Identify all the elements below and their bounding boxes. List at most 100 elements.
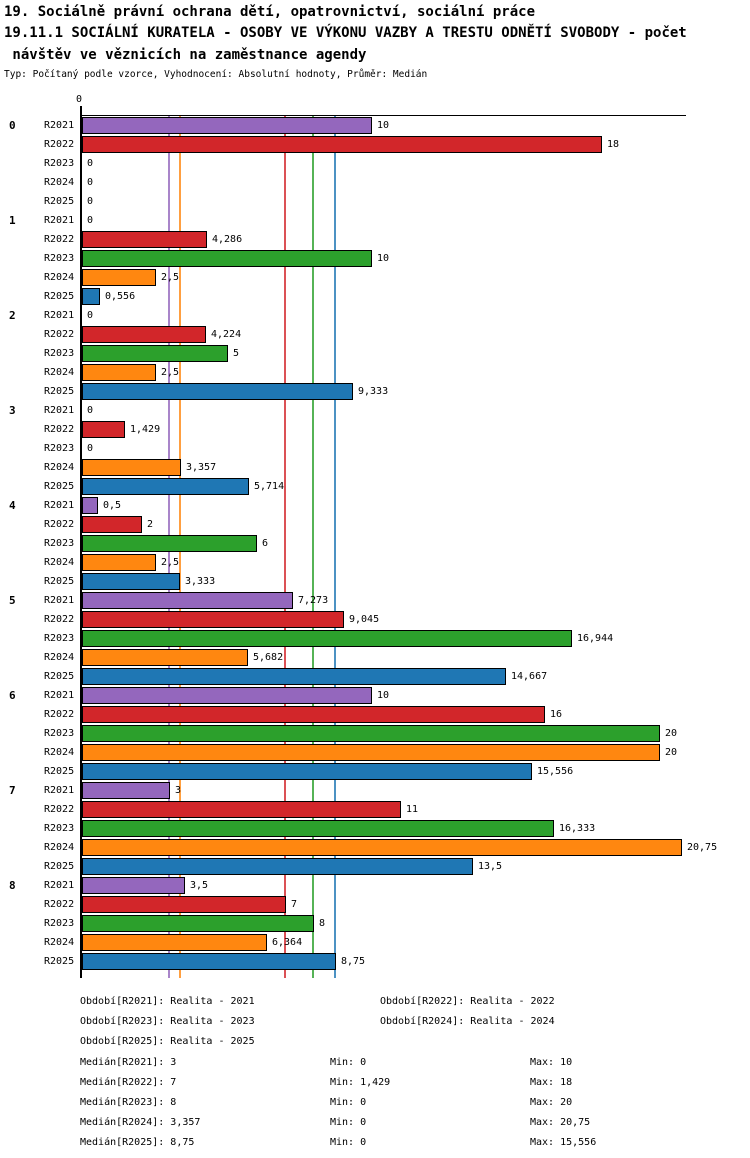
- bar-R2024-group-7: [82, 839, 682, 856]
- stat-max-row-4: Max: 20,75: [530, 1117, 591, 1128]
- legend-item-3: Období[R2023]: Realita - 2023: [80, 1016, 255, 1027]
- legend-item-1: Období[R2021]: Realita - 2021: [80, 996, 255, 1007]
- bar-value-label: 2,5: [161, 557, 180, 568]
- row-label-R2022-group-0: R2022: [44, 139, 75, 150]
- row-label-R2023-group-6: R2023: [44, 728, 75, 739]
- stat-min-row-5: Min: 0: [330, 1137, 367, 1148]
- stat-max-row-1: Max: 10: [530, 1057, 573, 1068]
- bar-value-label: 3,357: [186, 462, 217, 473]
- group-label-4: 4: [9, 499, 16, 512]
- bar-R2021-group-7: [82, 782, 170, 799]
- bar-value-label: 20,75: [687, 842, 718, 853]
- bar-R2025-group-8: [82, 953, 336, 970]
- row-label-R2022-group-2: R2022: [44, 329, 75, 340]
- row-label-R2021-group-2: R2021: [44, 310, 75, 321]
- bar-R2021-group-5: [82, 592, 293, 609]
- y-axis-line: [80, 106, 82, 978]
- row-label-R2023-group-3: R2023: [44, 443, 75, 454]
- row-label-R2021-group-8: R2021: [44, 880, 75, 891]
- report-title-line2: 19.11.1 SOCIÁLNÍ KURATELA - OSOBY VE VÝK…: [4, 25, 687, 41]
- row-label-R2021-group-6: R2021: [44, 690, 75, 701]
- bar-value-label: 0: [87, 177, 94, 188]
- bar-value-label: 15,556: [537, 766, 574, 777]
- bar-value-label: 4,286: [212, 234, 243, 245]
- bar-value-label: 10: [377, 253, 390, 264]
- row-label-R2025-group-4: R2025: [44, 576, 75, 587]
- bar-value-label: 7: [291, 899, 298, 910]
- bar-R2025-group-3: [82, 478, 249, 495]
- row-label-R2025-group-7: R2025: [44, 861, 75, 872]
- row-label-R2025-group-5: R2025: [44, 671, 75, 682]
- report-title-line3: návštěv ve věznicích na zaměstnance agen…: [4, 47, 367, 63]
- bar-R2022-group-8: [82, 896, 286, 913]
- bar-value-label: 1,429: [130, 424, 161, 435]
- bar-value-label: 11: [406, 804, 419, 815]
- median-line-R2023: [312, 116, 314, 978]
- bar-value-label: 14,667: [511, 671, 548, 682]
- stat-median-row-2: Medián[R2022]: 7: [80, 1077, 177, 1088]
- bar-R2025-group-6: [82, 763, 532, 780]
- row-label-R2022-group-6: R2022: [44, 709, 75, 720]
- bar-R2022-group-0: [82, 136, 602, 153]
- row-label-R2023-group-4: R2023: [44, 538, 75, 549]
- stat-max-row-3: Max: 20: [530, 1097, 573, 1108]
- bar-R2025-group-5: [82, 668, 506, 685]
- row-label-R2025-group-6: R2025: [44, 766, 75, 777]
- bar-R2022-group-3: [82, 421, 125, 438]
- bar-R2022-group-4: [82, 516, 142, 533]
- bar-value-label: 3: [175, 785, 182, 796]
- bar-value-label: 10: [377, 690, 390, 701]
- stat-max-row-2: Max: 18: [530, 1077, 573, 1088]
- row-label-R2024-group-6: R2024: [44, 747, 75, 758]
- bar-value-label: 0: [87, 443, 94, 454]
- bar-R2025-group-4: [82, 573, 180, 590]
- bar-R2024-group-1: [82, 269, 156, 286]
- row-label-R2021-group-5: R2021: [44, 595, 75, 606]
- stat-median-row-5: Medián[R2025]: 8,75: [80, 1137, 195, 1148]
- bar-R2025-group-7: [82, 858, 473, 875]
- bar-R2022-group-7: [82, 801, 401, 818]
- group-label-0: 0: [9, 119, 16, 132]
- bar-R2024-group-3: [82, 459, 181, 476]
- median-line-R2025: [334, 116, 336, 978]
- row-label-R2024-group-2: R2024: [44, 367, 75, 378]
- bar-R2023-group-7: [82, 820, 554, 837]
- stat-max-row-5: Max: 15,556: [530, 1137, 597, 1148]
- bar-value-label: 20: [665, 728, 678, 739]
- group-label-1: 1: [9, 214, 16, 227]
- report-title-line1: 19. Sociálně právní ochrana dětí, opatro…: [4, 4, 536, 20]
- row-label-R2021-group-1: R2021: [44, 215, 75, 226]
- row-label-R2022-group-5: R2022: [44, 614, 75, 625]
- bar-value-label: 0: [87, 158, 94, 169]
- row-label-R2021-group-4: R2021: [44, 500, 75, 511]
- bar-R2022-group-5: [82, 611, 344, 628]
- stat-median-row-3: Medián[R2023]: 8: [80, 1097, 177, 1108]
- bar-R2023-group-5: [82, 630, 572, 647]
- bar-value-label: 2: [147, 519, 154, 530]
- bar-R2023-group-4: [82, 535, 257, 552]
- bar-value-label: 13,5: [478, 861, 503, 872]
- bar-value-label: 3,5: [190, 880, 209, 891]
- bar-value-label: 8,75: [341, 956, 366, 967]
- bar-R2022-group-6: [82, 706, 545, 723]
- bar-value-label: 6: [262, 538, 269, 549]
- report-subtitle: Typ: Počítaný podle vzorce, Vyhodnocení:…: [4, 69, 428, 80]
- bar-value-label: 6,364: [272, 937, 303, 948]
- bar-value-label: 5: [233, 348, 240, 359]
- bar-R2021-group-0: [82, 117, 372, 134]
- bar-value-label: 8: [319, 918, 326, 929]
- row-label-R2022-group-1: R2022: [44, 234, 75, 245]
- bar-value-label: 10: [377, 120, 390, 131]
- legend-item-2: Období[R2022]: Realita - 2022: [380, 996, 555, 1007]
- group-label-7: 7: [9, 784, 16, 797]
- stat-min-row-4: Min: 0: [330, 1117, 367, 1128]
- bar-R2021-group-6: [82, 687, 372, 704]
- bar-R2023-group-1: [82, 250, 372, 267]
- stat-min-row-3: Min: 0: [330, 1097, 367, 1108]
- row-label-R2022-group-3: R2022: [44, 424, 75, 435]
- stat-median-row-1: Medián[R2021]: 3: [80, 1057, 177, 1068]
- bar-value-label: 0: [87, 405, 94, 416]
- bar-R2024-group-8: [82, 934, 267, 951]
- bar-value-label: 0: [87, 196, 94, 207]
